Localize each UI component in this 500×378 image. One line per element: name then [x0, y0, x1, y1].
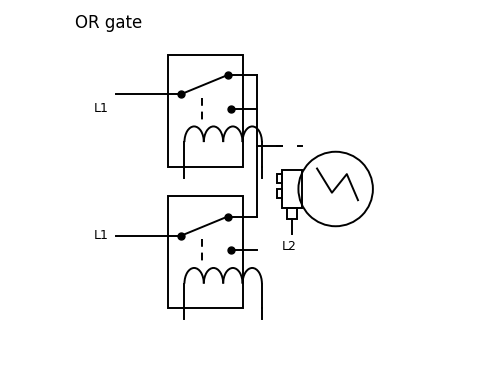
Bar	[168, 55, 242, 167]
Text: OR gate: OR gate	[75, 14, 142, 32]
Bar	[288, 208, 296, 219]
Text: L1: L1	[94, 229, 108, 242]
Bar	[277, 189, 281, 198]
Bar	[277, 174, 281, 183]
Text: L1: L1	[94, 102, 108, 115]
Bar	[282, 170, 302, 208]
Text: L2: L2	[282, 240, 296, 253]
Bar	[168, 197, 242, 308]
